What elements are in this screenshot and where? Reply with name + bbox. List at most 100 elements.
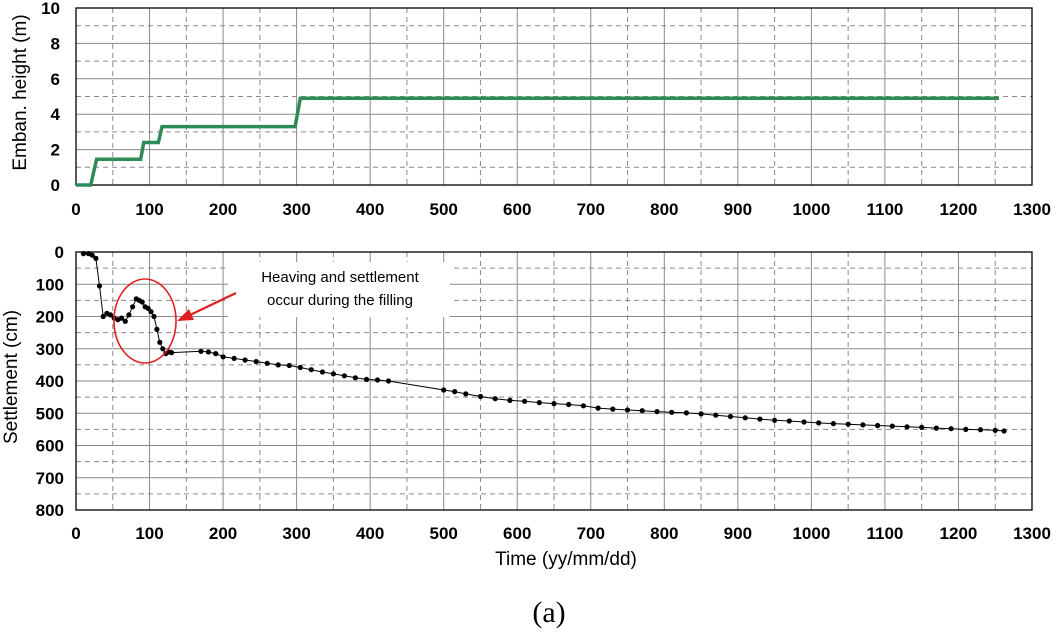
top-x-tick-label: 0 [71, 200, 80, 219]
settlement-point [742, 415, 748, 421]
settlement-point [119, 315, 125, 321]
settlement-point [713, 412, 719, 418]
top-y-axis-title: Emban. height (m) [10, 14, 31, 170]
settlement-point [919, 424, 925, 430]
annotation: Heaving and settlement occur during the … [113, 262, 450, 364]
top-y-tick-label: 4 [51, 105, 61, 124]
settlement-point [522, 398, 528, 404]
settlement-point [96, 283, 103, 289]
settlement-point [683, 410, 690, 416]
settlement-point [933, 425, 940, 431]
bottom-y-tick-label: 700 [36, 469, 64, 488]
bottom-x-tick-label: 1000 [792, 524, 830, 543]
settlement-point [151, 313, 157, 320]
top-x-tick-label: 100 [135, 200, 163, 219]
top-x-tick-label: 900 [724, 200, 752, 219]
settlement-point [89, 252, 95, 258]
settlement-point [231, 355, 237, 361]
top-x-tick-label: 800 [650, 200, 678, 219]
settlement-point [169, 350, 175, 356]
bottom-y-tick-label: 400 [36, 372, 64, 391]
top-x-tick-label: 300 [282, 200, 310, 219]
settlement-point [801, 419, 807, 425]
settlement-point [624, 407, 631, 413]
top-chart-grid [76, 8, 1032, 185]
bottom-y-tick-label: 800 [36, 501, 64, 520]
settlement-point [264, 360, 270, 366]
bottom-y-tick-label: 0 [55, 243, 64, 262]
top-x-tick-label: 1300 [1013, 200, 1051, 219]
top-y-tick-label: 0 [51, 176, 60, 195]
bottom-y-tick-labels: 0 100 200 300 400 500 600 700 800 [36, 243, 64, 520]
settlement-point [157, 339, 163, 345]
bottom-x-tick-label: 0 [71, 524, 80, 543]
settlement-point [845, 421, 851, 427]
settlement-point [330, 371, 336, 377]
settlement-point [580, 403, 587, 409]
settlement-point [148, 309, 154, 315]
bottom-x-tick-label: 200 [209, 524, 237, 543]
settlement-point [341, 373, 347, 379]
settlement-point [727, 413, 734, 420]
top-x-tick-label: 1100 [866, 200, 903, 219]
top-y-tick-label: 8 [51, 34, 60, 53]
settlement-point [275, 362, 281, 368]
bottom-x-tick-label: 100 [135, 524, 163, 543]
settlement-point [816, 420, 822, 426]
settlement-point [477, 393, 484, 400]
settlement-point [139, 299, 145, 305]
settlement-point [904, 424, 910, 430]
bottom-y-tick-label: 500 [36, 404, 64, 423]
settlement-point [286, 362, 292, 369]
settlement-point [566, 401, 572, 408]
bottom-x-axis-title: Time (yy/mm/dd) [495, 549, 637, 570]
annotation-ellipse [113, 278, 177, 364]
settlement-point [860, 422, 866, 428]
settlement-point [948, 426, 954, 432]
settlement-point [772, 417, 778, 423]
settlement-series-points [80, 251, 1007, 434]
settlement-point [205, 349, 211, 355]
settlement-chart: 0 100 200 300 400 500 600 700 800 900 1000 1100 1200… [1, 243, 1051, 570]
settlement-point [507, 397, 513, 403]
settlement-point [100, 313, 106, 320]
top-y-tick-labels: 0 2 4 6 8 10 [41, 0, 60, 195]
settlement-point [108, 312, 114, 318]
settlement-point [536, 400, 542, 406]
settlement-point [220, 354, 226, 360]
settlement-point [992, 427, 998, 433]
bottom-x-tick-labels: 0 100 200 300 400 500 600 700 800 900 1000 1100 1200… [71, 524, 1051, 543]
settlement-point [463, 391, 469, 397]
settlement-point [830, 421, 837, 427]
bottom-y-tick-label: 100 [36, 275, 64, 294]
bottom-y-axis-title: Settlement (cm) [1, 310, 22, 444]
settlement-point [698, 411, 704, 417]
settlement-point [757, 416, 763, 422]
annotation-text-line-1: Heaving and settlement [261, 269, 419, 286]
settlement-point [242, 357, 248, 363]
settlement-point [297, 364, 303, 371]
figure-caption: (a) [532, 596, 565, 629]
top-y-tick-label: 10 [41, 0, 60, 18]
settlement-point [319, 369, 325, 375]
settlement-point [551, 401, 557, 407]
bottom-y-tick-label: 600 [36, 437, 64, 456]
bottom-x-tick-label: 300 [282, 524, 310, 543]
settlement-point [875, 422, 881, 429]
top-x-tick-labels: 0 100 200 300 400 500 600 700 800 900 1000 1100 1200… [71, 200, 1051, 219]
settlement-point [154, 326, 160, 332]
settlement-point [492, 396, 498, 402]
settlement-point [253, 359, 259, 365]
bottom-x-tick-label: 1200 [940, 524, 978, 543]
bottom-x-tick-label: 1300 [1013, 524, 1051, 543]
embankment-height-series-line [76, 96, 999, 187]
bottom-y-tick-label: 200 [36, 308, 64, 327]
settlement-series-line [83, 253, 1005, 432]
settlement-point [441, 387, 447, 393]
embankment-height-chart: 0 100 200 300 400 500 600 700 800 900 1000 1100 1200… [10, 0, 1051, 219]
bottom-x-tick-label: 800 [650, 524, 678, 543]
top-y-tick-label: 6 [51, 70, 60, 89]
bottom-x-tick-label: 400 [356, 524, 384, 543]
settlement-point [160, 346, 166, 352]
